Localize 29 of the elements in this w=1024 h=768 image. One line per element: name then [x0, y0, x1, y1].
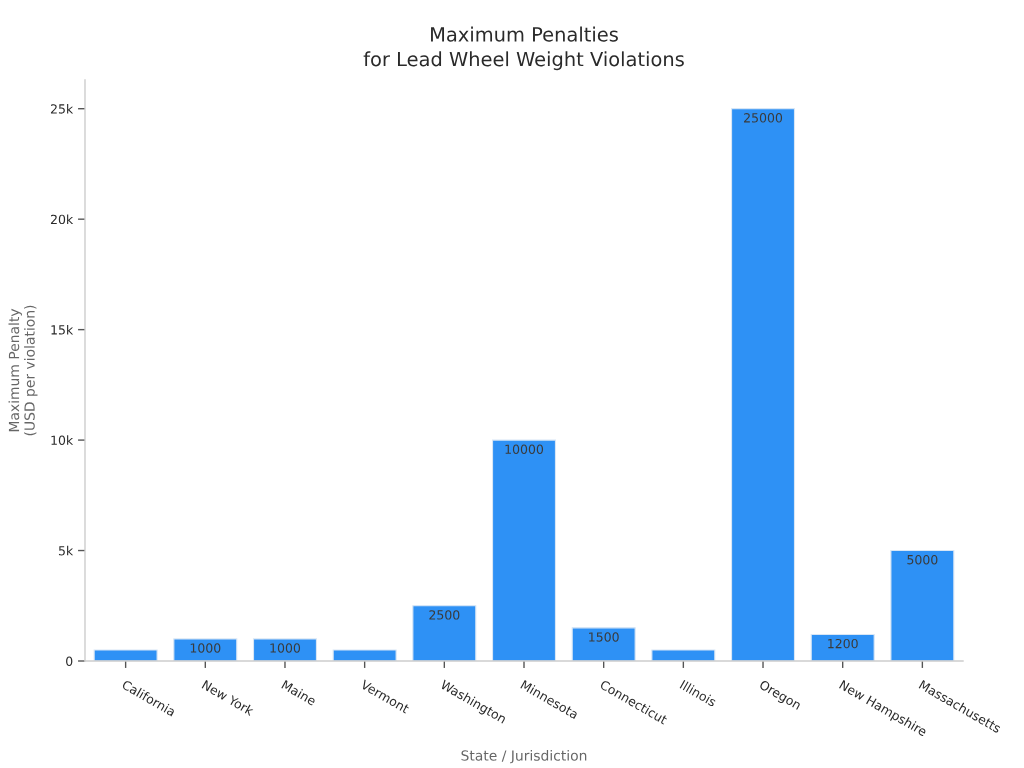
x-tick-label: New York	[201, 679, 255, 717]
y-tick-label: 10k	[51, 435, 74, 446]
y-tick-label: 0	[66, 656, 73, 666]
data-label: 5000	[907, 554, 938, 565]
bar	[491, 439, 557, 661]
data-label: 25000	[744, 113, 783, 123]
bar	[651, 649, 716, 661]
bar	[93, 649, 158, 661]
data-label: 1500	[589, 632, 619, 642]
y-tick-label: 15k	[51, 324, 74, 335]
chart-title: Maximum Penalties for Lead Wheel Weight Violations	[363, 26, 684, 71]
bar	[173, 638, 238, 661]
data-label: 1000	[190, 643, 221, 653]
x-axis-title: State / Jurisdiction	[461, 750, 587, 764]
y-tick-label: 25k	[50, 103, 74, 114]
bar	[810, 633, 875, 661]
data-label: 10000	[505, 444, 544, 454]
y-axis-title: Maximum Penalty (USD per violation)	[8, 305, 38, 436]
data-label: 1200	[828, 638, 858, 649]
data-label: 2500	[429, 610, 460, 620]
bar	[252, 638, 318, 661]
bar	[730, 108, 796, 661]
bar	[890, 549, 955, 661]
data-label: 1000	[270, 643, 301, 653]
bar	[332, 649, 397, 661]
bar	[412, 605, 477, 661]
y-tick-label: 5k	[58, 545, 74, 556]
bar	[571, 627, 636, 661]
y-tick-label: 20k	[50, 214, 74, 225]
